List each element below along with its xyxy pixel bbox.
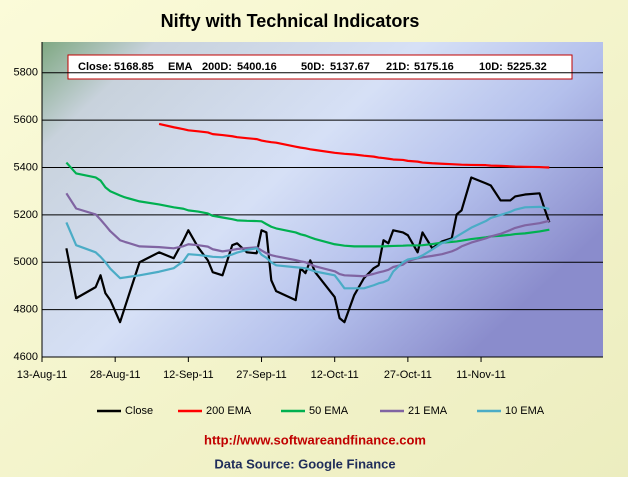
y-tick-label: 5000 bbox=[14, 256, 38, 268]
x-tick-label: 12-Oct-11 bbox=[311, 369, 359, 381]
y-tick-label: 5800 bbox=[14, 67, 38, 79]
summary-label: 50D: bbox=[301, 61, 325, 73]
summary-label: 10D: bbox=[479, 61, 503, 73]
summary-box bbox=[67, 54, 573, 80]
legend-label: 10 EMA bbox=[505, 405, 545, 417]
x-tick-label: 28-Aug-11 bbox=[90, 369, 141, 381]
legend-label: 200 EMA bbox=[206, 405, 252, 417]
footer-source: Data Source: Google Finance bbox=[214, 456, 395, 471]
y-tick-label: 5400 bbox=[14, 161, 38, 173]
y-tick-label: 4800 bbox=[14, 304, 38, 316]
legend-label: Close bbox=[125, 405, 153, 417]
x-tick-label: 13-Aug-11 bbox=[17, 369, 68, 381]
series-line bbox=[65, 205, 550, 290]
summary-label: 200D: bbox=[202, 61, 232, 73]
y-tick-label: 4600 bbox=[14, 351, 38, 363]
summary-label: EMA bbox=[168, 61, 193, 73]
y-tick-label: 5200 bbox=[14, 209, 38, 221]
y-tick-label: 5600 bbox=[14, 114, 38, 126]
summary-value: 5168.85 bbox=[114, 61, 154, 73]
summary-value: 5400.16 bbox=[237, 61, 277, 73]
legend-label: 21 EMA bbox=[408, 405, 448, 417]
summary-label: Close: bbox=[78, 61, 112, 73]
series-line bbox=[65, 192, 550, 278]
footer-url[interactable]: http://www.softwareandfinance.com bbox=[204, 432, 426, 447]
summary-label: 21D: bbox=[386, 61, 410, 73]
legend-label: 50 EMA bbox=[309, 405, 349, 417]
x-tick-label: 27-Oct-11 bbox=[384, 369, 432, 381]
series-line bbox=[158, 122, 550, 169]
x-tick-label: 12-Sep-11 bbox=[163, 369, 214, 381]
x-tick-label: 27-Sep-11 bbox=[236, 369, 287, 381]
summary-value: 5175.16 bbox=[414, 61, 454, 73]
x-tick-label: 11-Nov-11 bbox=[456, 369, 506, 381]
series-line bbox=[65, 161, 550, 248]
summary-value: 5137.67 bbox=[330, 61, 370, 73]
summary-value: 5225.32 bbox=[507, 61, 547, 73]
chart-title: Nifty with Technical Indicators bbox=[161, 11, 420, 31]
